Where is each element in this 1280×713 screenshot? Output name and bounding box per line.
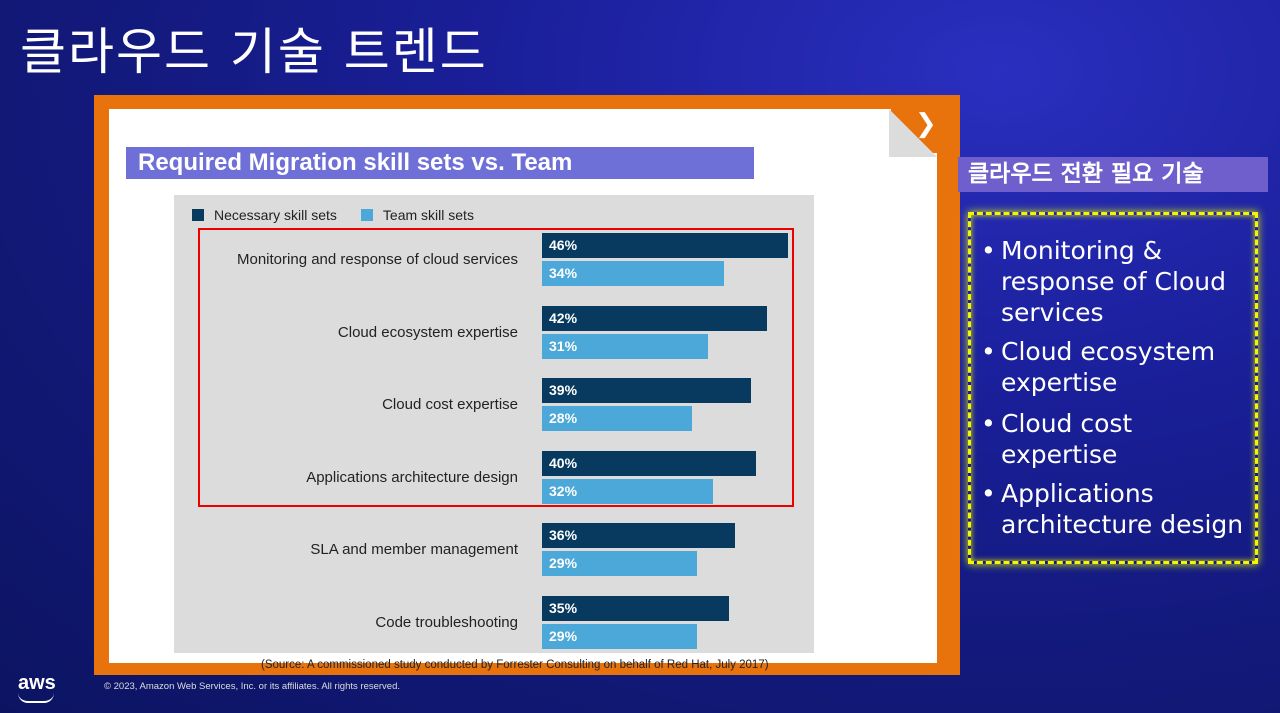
bar-team [542, 478, 714, 504]
bar-value-label: 32% [549, 482, 578, 499]
legend-item-necessary: Necessary skill sets [192, 207, 337, 223]
chart-content: Required Migration skill sets vs. Team N… [109, 109, 937, 671]
bar-necessary [542, 233, 788, 258]
skill-item-text: Cloud ecosystem expertise [1001, 337, 1216, 397]
chevron-right-icon: ❯ [915, 109, 937, 139]
bar-value-label: 28% [549, 410, 578, 427]
aws-logo: aws [18, 672, 56, 694]
category-label: Monitoring and response of cloud service… [237, 251, 518, 268]
bullet-icon: • [981, 236, 996, 265]
chart-heading: Required Migration skill sets vs. Team [126, 147, 754, 179]
bar-necessary [542, 523, 735, 549]
bar-necessary [542, 450, 756, 476]
bar-value-label: 40% [549, 454, 578, 471]
bar-team [542, 406, 692, 432]
bar-value-label: 36% [549, 527, 578, 544]
bar-value-label: 29% [549, 555, 578, 572]
legend-label-necessary: Necessary skill sets [214, 207, 337, 223]
bullet-icon: • [981, 409, 996, 438]
skill-item-text: Cloud cost expertise [1001, 409, 1133, 469]
skill-item-text: Monitoring & response of Cloud services [1001, 236, 1226, 327]
bar-value-label: 29% [549, 628, 578, 644]
bar-necessary [542, 596, 730, 621]
legend-item-team: Team skill sets [360, 207, 474, 223]
chart-plot-area: Necessary skill sets Team skill sets Mon… [174, 195, 814, 653]
bar-value-label: 35% [549, 600, 578, 616]
legend-label-team: Team skill sets [382, 207, 474, 223]
category-label: Cloud cost expertise [382, 396, 518, 414]
skill-item-text: Applications architecture design [1001, 479, 1244, 539]
bar-team [542, 624, 698, 649]
skill-item: • Cloud ecosystem expertise [971, 336, 1251, 398]
bar-value-label: 34% [549, 265, 578, 281]
category-label: Cloud ecosystem expertise [337, 323, 518, 341]
highlight-box [198, 228, 794, 507]
bar-necessary [542, 305, 767, 331]
bar-value-label: 39% [549, 382, 578, 399]
bar-necessary [542, 378, 751, 404]
bar-team [542, 551, 698, 577]
category-label: SLA and member management [310, 541, 518, 559]
copyright: © 2023, Amazon Web Services, Inc. or its… [104, 681, 401, 692]
skill-item: • Applications architecture design [971, 478, 1251, 540]
chart-frame: ❯ Required Migration skill sets vs. Team… [94, 95, 960, 675]
skill-list-box: • Monitoring & response of Cloud services… [968, 212, 1258, 564]
bullet-icon: • [981, 479, 996, 508]
bar-team [542, 333, 708, 359]
skill-list: • Monitoring & response of Cloud services… [971, 235, 1251, 548]
bullet-icon: • [981, 337, 996, 366]
aws-smile-icon [18, 693, 54, 703]
skill-item: • Cloud cost expertise [971, 408, 1251, 470]
bar-value-label: 42% [549, 309, 578, 326]
bar-value-label: 46% [549, 237, 578, 253]
category-label: Applications architecture design [306, 468, 518, 486]
source-note: (Source: A commissioned study conducted … [261, 659, 769, 671]
chart-legend: Necessary skill sets Team skill sets [192, 207, 498, 223]
legend-swatch-necessary [192, 209, 204, 221]
bar-value-label: 31% [549, 337, 578, 354]
skill-item: • Monitoring & response of Cloud services [971, 235, 1251, 328]
page-fold-corner [889, 109, 937, 157]
category-label: Code troubleshooting [375, 614, 518, 631]
slide-title: 클라우드 기술 트렌드 [20, 23, 488, 81]
legend-swatch-team [360, 209, 373, 221]
bar-team [542, 261, 724, 286]
side-panel-heading: 클라우드 전환 필요 기술 [958, 157, 1268, 192]
